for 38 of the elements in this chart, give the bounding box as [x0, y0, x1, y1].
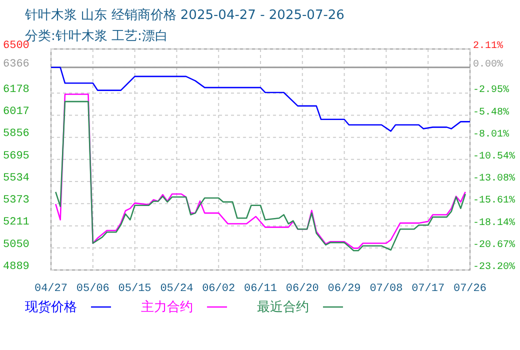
x-tick-label: 06/29 [328, 283, 361, 295]
y-tick-label: 6178 [3, 84, 30, 96]
x-tick-label: 04/27 [34, 283, 68, 295]
x-tick-label: 05/06 [76, 283, 110, 295]
y-tick-label: 6366 [3, 58, 30, 70]
y2-tick-label: -18.14% [473, 218, 516, 229]
legend-label: 主力合约 [141, 299, 193, 315]
y-tick-label: 5211 [3, 216, 30, 229]
y2-tick-label: -20.67% [473, 240, 516, 251]
y-tick-label: 5695 [3, 150, 30, 162]
x-tick-label: 06/02 [202, 283, 236, 295]
y-tick-label: 6017 [3, 106, 30, 118]
y-tick-label: 5856 [3, 128, 30, 140]
x-tick-label: 06/20 [286, 283, 319, 295]
y2-tick-label: -15.61% [473, 196, 516, 207]
y2-tick-label: -2.95% [473, 85, 510, 96]
x-tick-label: 07/17 [412, 283, 445, 295]
legend-label: 最近合约 [257, 300, 309, 315]
y2-tick-label: -8.01% [473, 129, 510, 140]
y-tick-label: 6500 [3, 40, 30, 52]
y-tick-label: 5534 [3, 172, 30, 184]
y-tick-label: 5373 [3, 194, 30, 207]
x-tick-label: 05/24 [160, 283, 194, 295]
x-tick-label: 06/11 [244, 283, 278, 295]
x-tick-label: 07/26 [453, 283, 487, 295]
legend-label: 现货价格 [25, 300, 77, 315]
y2-tick-label: 0.00% [473, 59, 504, 70]
x-tick-label: 05/15 [118, 283, 152, 295]
x-tick-label: 07/08 [370, 283, 403, 295]
y2-tick-label: -5.48% [473, 107, 510, 118]
y-tick-label: 4889 [3, 260, 30, 273]
y2-tick-label: -13.08% [473, 174, 516, 185]
chart-title: 针叶木浆 山东 经销商价格 2025-04-27 - 2025-07-26 [24, 8, 344, 23]
line-series [50, 66, 471, 132]
y2-tick-label: -10.54% [473, 151, 516, 162]
y-tick-label: 5050 [3, 238, 30, 251]
y2-tick-label: -23.20% [473, 262, 516, 273]
y2-tick-label: 2.11% [473, 41, 504, 52]
